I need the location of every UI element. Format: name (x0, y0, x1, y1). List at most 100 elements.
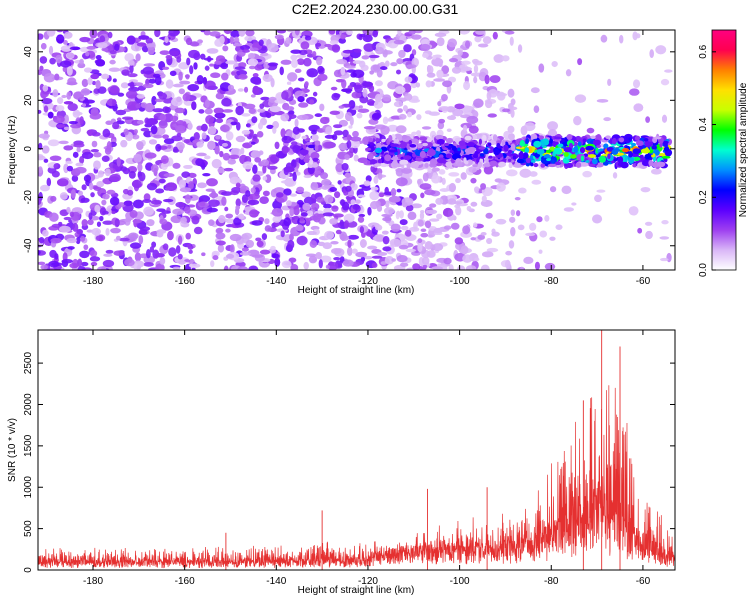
spectrogram-noise-blob (228, 154, 240, 160)
spectrogram-noise-blob (48, 45, 54, 55)
spectrogram-band-blob (374, 163, 382, 167)
spectrogram-noise-blob (226, 253, 235, 259)
spectrogram-noise-blob (371, 262, 378, 268)
spectrogram-noise-blob (139, 226, 151, 232)
spectrogram-noise-blob (504, 259, 511, 269)
spectrogram-noise-blob (304, 81, 309, 87)
spectrogram-noise-blob (330, 240, 339, 245)
spectrogram-noise-blob (143, 193, 151, 201)
spectrogram-noise-blob (447, 38, 458, 48)
spectrogram-noise-blob (196, 141, 204, 148)
spectrogram-noise-blob (256, 240, 264, 248)
spectrogram-noise-blob (311, 202, 320, 211)
spectrogram-noise-blob (666, 252, 672, 263)
spectrogram-noise-blob (227, 159, 237, 165)
spectrogram-noise-blob (382, 216, 392, 222)
spectrogram-band-blob (507, 149, 513, 154)
spectrogram-band-blob (624, 155, 628, 163)
spectrogram-noise-blob (231, 186, 242, 194)
spectrogram-y-tick-label: -20 (23, 190, 34, 205)
spectrogram-band-blob (492, 134, 498, 142)
colorbar-tick-label: 0.4 (698, 117, 709, 131)
spectrogram-band-blob (587, 154, 597, 158)
spectrogram-noise-blob (89, 112, 102, 120)
spectrogram-noise-blob (56, 34, 65, 44)
spectrogram-noise-blob (367, 99, 375, 106)
spectrogram-band-blob (557, 143, 564, 148)
spectrogram-band-blob (547, 163, 557, 168)
spectrogram-noise-blob (549, 186, 557, 193)
spectrogram-band-blob (311, 162, 319, 168)
spectrogram-noise-blob (204, 99, 210, 108)
spectrogram-noise-blob (229, 36, 235, 45)
spectrogram-noise-blob (304, 35, 312, 41)
spectrogram-noise-blob (460, 172, 467, 180)
spectrogram-noise-blob (177, 253, 183, 260)
spectrogram-noise-blob (451, 66, 462, 74)
spectrogram-noise-blob (259, 103, 265, 109)
spectrogram-noise-blob (170, 115, 179, 122)
spectrogram-noise-blob (189, 41, 200, 47)
spectrogram-noise-blob (635, 33, 641, 39)
spectrogram-noise-blob (343, 220, 350, 229)
spectrogram-noise-blob (422, 172, 429, 182)
snr-x-tick-label: -100 (450, 576, 470, 587)
spectrogram-noise-blob (66, 206, 71, 213)
spectrogram-band-blob (501, 139, 506, 147)
spectrogram-noise-blob (384, 60, 390, 67)
spectrogram-band-blob (598, 155, 607, 163)
spectrogram-noise-blob (351, 91, 362, 99)
spectrogram-noise-blob (470, 237, 476, 241)
spectrogram-band-blob (482, 163, 492, 167)
spectrogram-noise-blob (193, 62, 198, 70)
spectrogram-noise-blob (215, 118, 224, 124)
spectrogram-noise-blob (363, 126, 376, 130)
spectrogram-band-blob (563, 152, 569, 157)
spectrogram-noise-blob (235, 205, 241, 210)
spectrogram-noise-blob (350, 199, 356, 206)
spectrogram-noise-blob (368, 54, 380, 59)
spectrogram-band-blob (423, 158, 431, 162)
spectrogram-noise-blob (538, 63, 545, 73)
spectrogram-noise-blob (167, 230, 174, 241)
spectrogram-noise-blob (152, 108, 165, 113)
spectrogram-noise-blob (460, 245, 469, 255)
spectrogram-noise-blob (481, 195, 487, 203)
spectrogram-noise-blob (50, 195, 57, 202)
spectrogram-band-blob (381, 138, 386, 143)
spectrogram-noise-blob (534, 261, 540, 270)
spectrogram-noise-blob (43, 158, 49, 163)
spectrogram-noise-blob (124, 53, 135, 62)
spectrogram-band-blob (602, 161, 609, 166)
spectrogram-noise-blob (80, 88, 91, 96)
spectrogram-noise-blob (133, 82, 144, 87)
spectrogram-band-blob (399, 141, 407, 149)
spectrogram-noise-blob (280, 59, 292, 65)
spectrogram-noise-blob (48, 260, 60, 268)
spectrogram-noise-blob (243, 103, 256, 110)
spectrogram-noise-blob (79, 36, 91, 43)
spectrogram-noise-blob (197, 182, 207, 189)
spectrogram-noise-blob (337, 180, 342, 185)
spectrogram-band-blob (579, 162, 589, 167)
spectrogram-noise-blob (170, 215, 183, 224)
spectrogram-noise-blob (243, 86, 249, 93)
spectrogram-noise-blob (95, 54, 102, 60)
spectrogram-noise-blob (294, 118, 299, 128)
spectrogram-band-blob (458, 140, 466, 146)
spectrogram-noise-blob (46, 177, 52, 187)
spectrogram-band-blob (607, 153, 611, 160)
spectrogram-noise-blob (172, 208, 184, 215)
spectrogram-noise-blob (356, 112, 363, 119)
spectrogram-noise-blob (129, 64, 134, 74)
spectrogram-noise-blob (284, 106, 295, 111)
spectrogram-band-blob (457, 161, 463, 168)
spectrogram-noise-blob (398, 113, 407, 120)
spectrogram-band-blob (418, 136, 428, 141)
spectrogram-band-blob (369, 142, 374, 146)
spectrogram-noise-blob (97, 42, 108, 49)
spectrogram-noise-blob (171, 135, 183, 142)
spectrogram-band-blob (416, 143, 424, 149)
spectrogram-noise-blob (402, 202, 408, 208)
spectrogram-noise-blob (283, 166, 295, 173)
